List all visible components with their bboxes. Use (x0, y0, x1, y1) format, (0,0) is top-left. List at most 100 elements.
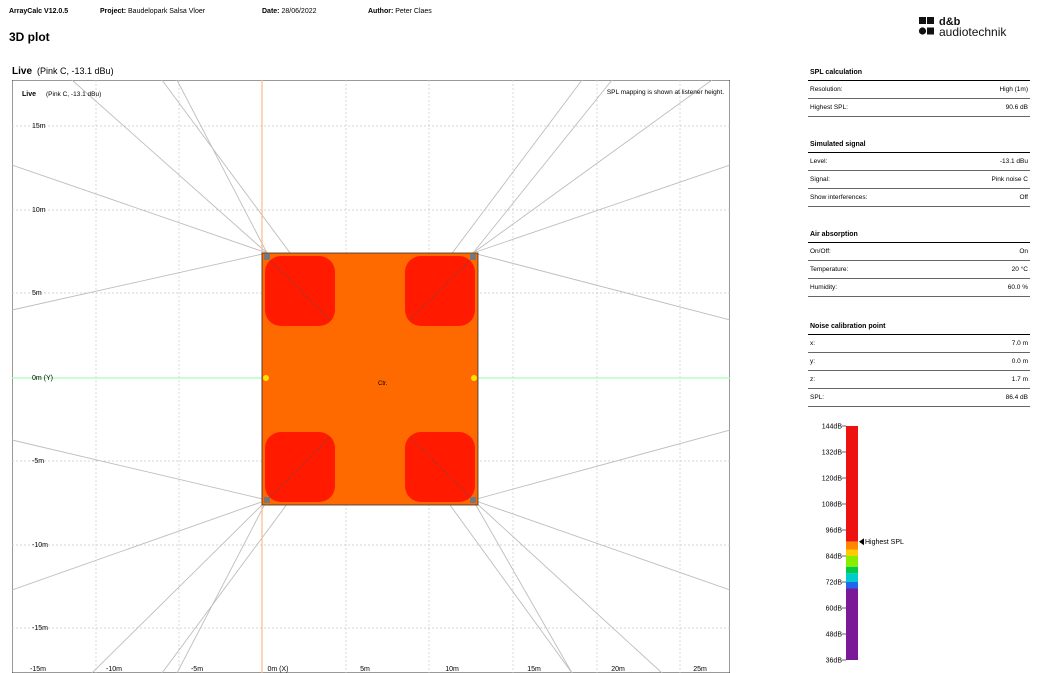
panel-row: Temperature: 20 °C (808, 261, 1030, 279)
panel-spl-calculation: SPL calculation Resolution: High (1m) Hig… (808, 66, 1030, 117)
panel-row: Signal: Pink noise C (808, 171, 1030, 189)
row-value: On (1019, 248, 1028, 255)
sub-marker-icon (263, 375, 269, 381)
panel-row: Humidity: 60.0 % (808, 279, 1030, 297)
panel-row: SPL: 86.4 dB (808, 389, 1030, 407)
colorbar-tick-label: 108dB (822, 502, 843, 509)
colorbar-band (846, 566, 858, 574)
row-label: Resolution: (810, 86, 843, 93)
x-tick-label: -5m (191, 666, 203, 673)
panel-air-absorption: Air absorption On/Off: On Temperature: 20 … (808, 228, 1030, 297)
center-label: Ctr. (378, 381, 388, 387)
spl-map-plot: Ctr. Live (Pink C, -13.1 dBu) SPL mappin… (12, 80, 730, 673)
colorbar-tick-label: 132dB (822, 450, 843, 457)
row-value: 86.4 dB (1005, 394, 1028, 401)
row-label: Show interferences: (810, 194, 868, 201)
db-audiotechnik-logo: d&b audiotechnik (916, 12, 1036, 46)
y-tick-label: -5m (32, 458, 44, 465)
plot-title-main: Live (12, 66, 33, 77)
app-version: ArrayCalc V12.0.5 (9, 8, 69, 15)
project-value: Baudelopark Salsa Vloer (128, 8, 206, 15)
x-tick-label: 20m (611, 666, 625, 673)
y-tick-label: 15m (32, 123, 46, 130)
x-tick-label: -10m (106, 666, 122, 673)
panel-simulated-signal: Simulated signal Level: -13.1 dBu Signal:… (808, 138, 1030, 207)
row-value: Pink noise C (991, 176, 1029, 183)
highest-spl-marker: Highest SPL (859, 538, 904, 546)
panel-row: y: 0.0 m (808, 353, 1030, 371)
panel-row: Highest SPL: 90.6 dB (808, 99, 1030, 117)
colorbar-band (846, 426, 858, 542)
x-tick-label: 10m (445, 666, 459, 673)
plot-title-sub: (Pink C, -13.1 dBu) (37, 66, 114, 76)
row-value: -13.1 dBu (999, 158, 1028, 165)
x-tick-label: 5m (360, 666, 370, 673)
row-label: y: (810, 358, 816, 365)
panel-title: Noise calibration point (808, 320, 1030, 335)
panel-row: Resolution: High (1m) (808, 81, 1030, 99)
colorbar-tick-label: 84dB (826, 554, 843, 561)
highest-spl-label: Highest SPL (865, 539, 904, 546)
row-value: 1.7 m (1011, 376, 1028, 383)
project-info: Project: Baudelopark Salsa Vloer (100, 8, 205, 15)
x-tick-label: 15m (527, 666, 541, 673)
author-info: Author: Peter Claes (368, 8, 432, 15)
panel-row: Level: -13.1 dBu (808, 153, 1030, 171)
inner-subtitle: (Pink C, -13.1 dBu) (46, 91, 101, 98)
logo-text-1: d&b (939, 16, 961, 28)
x-tick-label: -15m (30, 666, 46, 673)
y-tick-label: 0m (Y) (32, 375, 53, 382)
sub-marker-icon (471, 375, 477, 381)
panel-title: Simulated signal (808, 138, 1030, 153)
row-label: x: (810, 340, 816, 347)
x-tick-labels: -15m -10m -5m 0m (X) 5m 10m 15m 20m 25m (30, 666, 707, 673)
colorbar-band (846, 541, 858, 550)
speaker-icon (264, 254, 270, 260)
speaker-icon (470, 497, 476, 503)
x-tick-label: 25m (693, 666, 707, 673)
panel-row: x: 7.0 m (808, 335, 1030, 353)
row-value: Off (1019, 194, 1028, 201)
row-label: On/Off: (810, 248, 831, 255)
date-label: Date: (262, 8, 280, 15)
row-label: Temperature: (810, 266, 849, 273)
colorbar-tick-label: 144dB (822, 424, 843, 431)
logo-text-2: audiotechnik (939, 25, 1007, 39)
highest-spl-arrow-icon (859, 538, 864, 546)
panel-row: z: 1.7 m (808, 371, 1030, 389)
row-value: 0.0 m (1011, 358, 1028, 365)
panel-row: On/Off: On (808, 243, 1030, 261)
colorbar-band (846, 582, 858, 589)
plot-title: Live (Pink C, -13.1 dBu) (12, 66, 114, 77)
panel-noise-calibration-point: Noise calibration point x: 7.0 m y: 0.0 m … (808, 320, 1030, 407)
hotspot-top-left (265, 256, 335, 326)
y-tick-label: -15m (32, 625, 48, 632)
speaker-markers (264, 254, 476, 503)
row-label: SPL: (810, 394, 825, 401)
panel-row: Show interferences: Off (808, 189, 1030, 207)
row-value: 60.0 % (1007, 284, 1028, 291)
page-title: 3D plot (9, 30, 50, 44)
colorbar-band (846, 588, 858, 660)
author-value: Peter Claes (395, 8, 432, 15)
row-value: 20 °C (1011, 266, 1028, 273)
inner-title: Live (22, 91, 36, 98)
colorbar-tick-label: 36dB (826, 658, 843, 665)
listener-height-note: SPL mapping is shown at listener height. (607, 89, 724, 96)
y-tick-label: 5m (32, 290, 42, 297)
spl-colorbar: 144dB 132dB 120dB 108dB 96dB 84dB 72dB 60dB 48dB… (822, 424, 904, 665)
y-tick-label: 10m (32, 207, 46, 214)
date-value: 28/06/2022 (281, 8, 317, 15)
panel-title: SPL calculation (808, 66, 1030, 81)
colorbar-tick-label: 72dB (826, 580, 843, 587)
colorbar-tick-label: 60dB (826, 606, 843, 613)
row-label: Highest SPL: (810, 104, 848, 111)
author-label: Author: (368, 8, 394, 15)
colorbar-band (846, 573, 858, 582)
x-tick-label: 0m (X) (268, 666, 289, 673)
row-value: 90.6 dB (1005, 104, 1028, 111)
y-tick-labels: 15m 10m 5m 0m (Y) -5m -10m -15m (32, 123, 53, 632)
row-label: z: (810, 376, 816, 383)
row-label: Humidity: (810, 284, 838, 291)
project-label: Project: (100, 8, 127, 15)
